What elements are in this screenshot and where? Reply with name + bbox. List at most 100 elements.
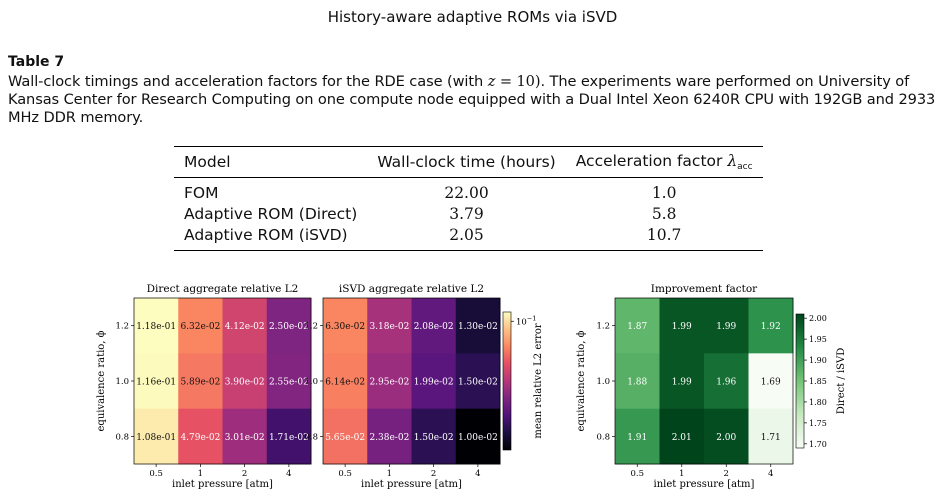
colorbar-tick-label: 1.90	[809, 356, 827, 365]
heatmap-cell	[615, 408, 660, 465]
table-caption: Wall-clock timings and acceleration fact…	[8, 73, 938, 127]
heatmap-cell	[615, 353, 660, 410]
colorbar-tick-label: 1.80	[809, 398, 827, 407]
x-tick-label: 4	[768, 469, 773, 479]
x-tick-label: 0.5	[338, 469, 352, 479]
heatmap-cell	[134, 298, 179, 354]
heatmap-panel: Direct aggregate relative L2 1.18e-01 6.32…	[96, 283, 312, 490]
cell-value-label: 3.01e-02	[225, 433, 265, 443]
cell-value-label: 1.50e-02	[414, 433, 454, 443]
header-acceleration-factor: Acceleration factor λacc	[565, 146, 763, 178]
cell-value-label: 1.87	[627, 322, 647, 332]
cell-value-label: 2.38e-02	[369, 433, 409, 443]
heatmap-cell	[748, 408, 794, 465]
cell-model: Adaptive ROM (iSVD)	[174, 224, 368, 251]
cell-value-label: 4.79e-02	[180, 433, 220, 443]
y-axis-label: equivalence ratio, ϕ	[96, 330, 107, 431]
header-wall-clock-time: Wall-clock time (hours)	[367, 146, 566, 178]
cell-value-label: 1.99	[672, 322, 692, 332]
x-tick-label: 4	[475, 469, 480, 479]
cell-value-label: 6.32e-02	[180, 322, 220, 332]
y-tick-label: 1.0	[596, 377, 610, 387]
table-row: Adaptive ROM (Direct) 3.79 5.8	[174, 203, 763, 224]
cell-factor: 5.8	[651, 204, 677, 223]
cell-value-label: 6.30e-02	[325, 322, 365, 332]
cell-value-label: 1.99	[672, 378, 692, 388]
cell-factor: 10.7	[565, 224, 763, 251]
colorbar-tick-label: 1.95	[809, 335, 827, 344]
y-tick-label: 0.8	[304, 432, 318, 442]
y-tick-label: 1.0	[304, 377, 318, 387]
cell-value-label: 5.65e-02	[325, 433, 365, 443]
x-tick-label: 0.5	[630, 469, 644, 479]
cell-value-label: 2.55e-02	[269, 378, 309, 388]
x-axis-label: inlet pressure [atm]	[172, 479, 273, 490]
cell-value-label: 4.12e-02	[225, 322, 265, 332]
caption-text-end: . The experiments ware performed on Univ…	[8, 73, 936, 126]
heatmap-cell	[266, 353, 312, 410]
cell-time: 22.00	[444, 183, 489, 202]
x-tick-label: 1	[679, 469, 684, 479]
heatmap-cell	[411, 353, 457, 410]
colorbar-tick-label: 1.70	[809, 440, 827, 449]
y-tick-label: 0.8	[115, 432, 129, 442]
cell-value-label: 1.16e-01	[136, 378, 176, 388]
panel-title: Direct aggregate relative L2	[147, 283, 299, 295]
heatmap-cell	[178, 298, 223, 354]
heatmap-cell	[411, 408, 457, 465]
caption-text-start: Wall-clock timings and acceleration fact…	[8, 73, 488, 90]
heatmap-cell	[222, 353, 268, 410]
cell-value-label: 1.30e-02	[458, 322, 498, 332]
heatmap-cell	[178, 353, 223, 410]
x-axis-label: inlet pressure [atm]	[361, 479, 462, 490]
table-label: Table 7	[8, 54, 65, 70]
heatmap-cell	[748, 353, 794, 410]
colorbar-label: Direct / iSVD	[836, 348, 847, 415]
heatmap-cell	[411, 298, 457, 354]
table-header-row: Model Wall-clock time (hours) Accelerati…	[174, 146, 763, 178]
cell-value-label: 1.99e-02	[414, 378, 454, 388]
x-tick-label: 0.5	[149, 469, 163, 479]
colorbar-bar	[502, 311, 512, 451]
cell-value-label: 1.88	[627, 378, 647, 388]
heatmap-cell	[748, 298, 794, 354]
y-tick-label: 1.2	[596, 322, 610, 332]
cell-value-label: 1.18e-01	[136, 322, 176, 332]
heatmap-cell	[134, 408, 179, 465]
cell-factor: 1.0	[651, 183, 677, 202]
cell-value-label: 3.90e-02	[225, 378, 265, 388]
colorbar-tick-label: 10−1	[516, 314, 536, 327]
cell-value-label: 2.08e-02	[414, 322, 454, 332]
panel-title: Improvement factor	[651, 283, 758, 295]
colorbar-tick-label: 1.75	[809, 419, 827, 428]
colorbar-label: mean relative L2 error	[533, 323, 544, 438]
heatmap-cell	[455, 408, 501, 465]
cell-value-label: 5.89e-02	[180, 378, 220, 388]
running-head: History-aware adaptive ROMs via iSVD	[327, 8, 618, 26]
heatmap-cell	[222, 298, 268, 354]
timings-table: Model Wall-clock time (hours) Accelerati…	[174, 146, 763, 251]
heatmap-cell	[266, 298, 312, 354]
heatmap-panel: iSVD aggregate relative L2 6.30e-02 3.18e-…	[304, 283, 501, 490]
heatmap-cell	[615, 298, 660, 354]
x-tick-label: 2	[431, 469, 436, 479]
header-acceleration-factor-text: Acceleration factor	[575, 152, 723, 170]
cell-value-label: 1.50e-02	[458, 378, 498, 388]
heatmap-cell	[367, 353, 412, 410]
table-row: FOM 22.00 1.0	[174, 178, 763, 204]
table-row: Adaptive ROM (iSVD) 2.05 10.7	[174, 224, 763, 251]
cell-model: FOM	[184, 183, 219, 202]
heatmap-cell	[455, 298, 501, 354]
cell-value-label: 1.71	[761, 433, 781, 443]
heatmap-cell	[178, 408, 223, 465]
x-tick-label: 2	[242, 469, 247, 479]
cell-value-label: 3.18e-02	[369, 322, 409, 332]
heatmap-cell	[455, 353, 501, 410]
lambda-subscript: acc	[737, 162, 753, 172]
cell-value-label: 1.99	[716, 322, 736, 332]
x-tick-label: 2	[724, 469, 729, 479]
cell-time: 2.05	[367, 224, 566, 251]
heatmap-cell	[659, 353, 705, 410]
colorbar-tick-label: 1.85	[809, 377, 827, 386]
